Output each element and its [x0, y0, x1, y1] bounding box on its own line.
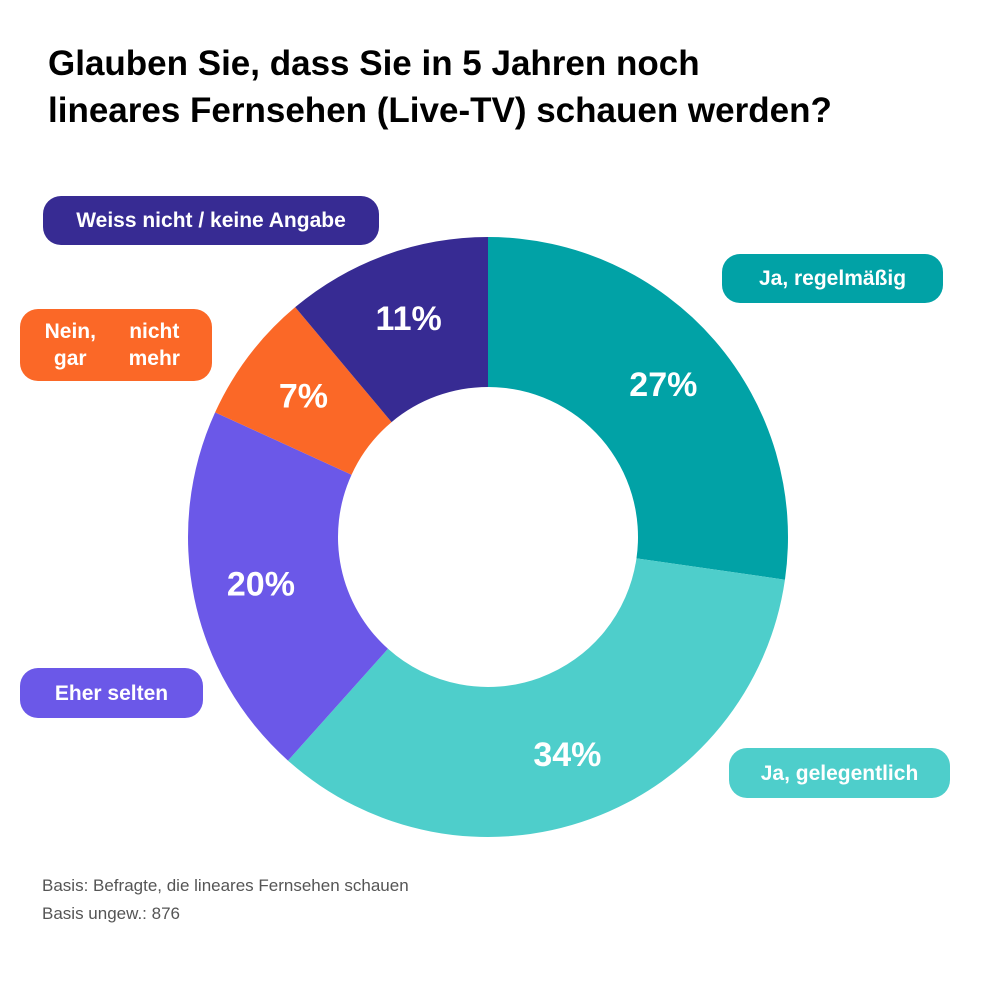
- donut-slice-0: [488, 237, 788, 580]
- donut-slice-4: [295, 237, 488, 423]
- legend-label-ja-regelmaessig-text: Ja, regelmäßig: [758, 267, 907, 290]
- chart-title: Glauben Sie, dass Sie in 5 Jahren noch l…: [48, 40, 948, 134]
- donut-slice-value-4: 11%: [376, 300, 442, 338]
- donut-slice-1: [287, 558, 785, 837]
- donut-slice-2: [187, 412, 388, 761]
- legend-label-nein-line-1: Nein, gar: [44, 320, 96, 370]
- legend-label-ja-regelmaessig: Ja, regelmäßig: [722, 254, 943, 303]
- donut-slice-3: [215, 307, 392, 475]
- legend-label-weiss-nicht-text: Weiss nicht / keine Angabe: [76, 209, 346, 232]
- legend-label-ja-gelegentlich-text: Ja, gelegentlich: [760, 761, 919, 785]
- legend-label-nein-line-2: nicht mehr: [128, 320, 180, 370]
- footnote-basis: Basis: Befragte, die lineares Fernsehen …: [42, 876, 409, 895]
- chart-title-line-1: Glauben Sie, dass Sie in 5 Jahren noch: [48, 44, 700, 83]
- legend-label-ja-gelegentlich: Ja, gelegentlich: [729, 748, 950, 798]
- donut-slice-value-3: 7%: [279, 377, 328, 415]
- donut-slice-value-0: 27%: [629, 366, 697, 404]
- legend-label-nein-gar-nicht-mehr: Nein, gar nicht mehr: [20, 309, 212, 381]
- donut-slice-value-1: 34%: [533, 736, 601, 774]
- legend-label-eher-selten-text: Eher selten: [54, 681, 169, 705]
- donut-slice-value-2: 20%: [227, 566, 295, 604]
- footnote-sample-size: Basis ungew.: 876: [42, 904, 180, 923]
- chart-title-line-2: lineares Fernsehen (Live-TV) schauen wer…: [48, 91, 832, 130]
- footnote: Basis: Befragte, die lineares Fernsehen …: [42, 872, 409, 928]
- legend-label-weiss-nicht: Weiss nicht / keine Angabe: [43, 196, 379, 245]
- legend-label-eher-selten: Eher selten: [20, 668, 203, 718]
